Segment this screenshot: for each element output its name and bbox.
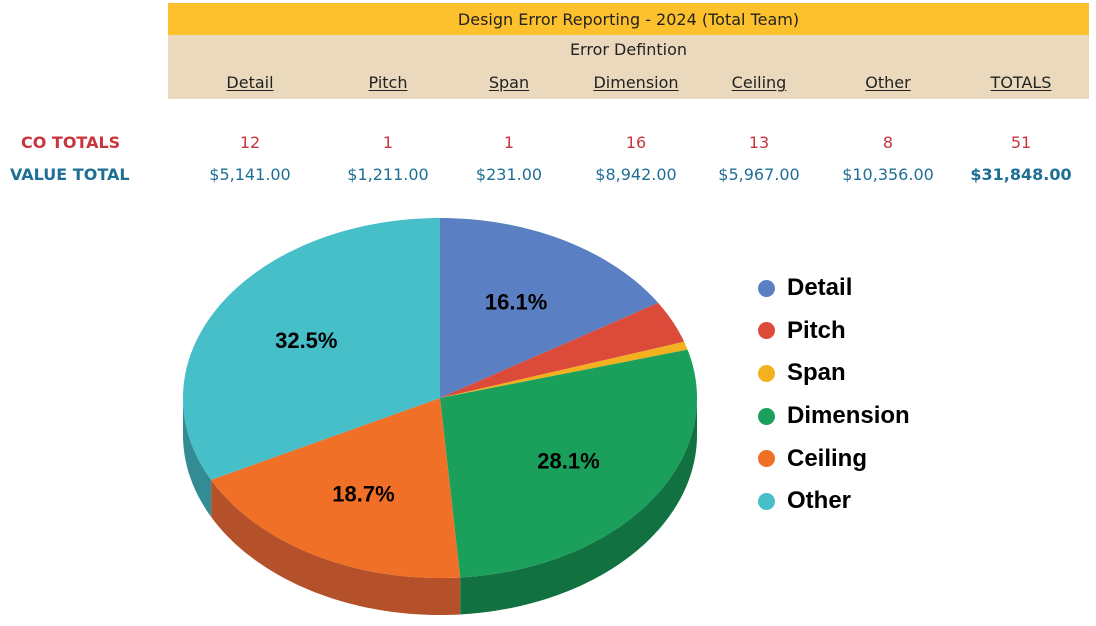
value-total-label: VALUE TOTAL: [10, 165, 130, 184]
report-title-text: Design Error Reporting - 2024 (Total Tea…: [457, 9, 800, 29]
value-total-dimension: $8,942.00: [595, 165, 677, 184]
pie-side-other: [183, 398, 212, 517]
column-header-pitch: Pitch: [368, 73, 408, 92]
legend-item-other: Other: [758, 480, 910, 523]
legend-swatch-other: [758, 492, 775, 510]
data-label-other: 32.5%: [275, 328, 337, 353]
pie-slice-detail: [440, 218, 659, 398]
co-total-detail: 12: [239, 133, 261, 152]
value-total-totals: $31,848.00: [970, 165, 1072, 184]
pie-slice-pitch: [440, 302, 685, 398]
column-header-other: Other: [865, 73, 911, 92]
pie-slice-dimension: [440, 349, 697, 578]
co-total-other: 8: [882, 133, 894, 152]
legend-label-ceiling: Ceiling: [787, 444, 868, 472]
pie-data-labels: 16.1% 28.1% 18.7% 32.5%: [275, 290, 600, 507]
legend-label-detail: Detail: [787, 274, 853, 302]
pie-side-walls: [183, 398, 697, 615]
value-total-pitch: $1,211.00: [347, 165, 429, 184]
data-label-dimension: 28.1%: [537, 448, 599, 473]
report-title: Design Error Reporting - 2024 (Total Tea…: [168, 3, 1089, 35]
column-header-span: Span: [488, 73, 530, 92]
chart-legend: Detail Pitch Span Dimension Ceiling Othe…: [758, 267, 910, 523]
column-header-ceiling: Ceiling: [731, 73, 787, 92]
pie-side-ceiling: [211, 479, 461, 615]
legend-swatch-pitch: [758, 322, 775, 340]
pie-slice-span: [440, 341, 688, 398]
legend-item-detail: Detail: [758, 267, 910, 310]
legend-item-span: Span: [758, 352, 910, 395]
legend-swatch-span: [758, 364, 775, 382]
pie-slice-ceiling: [211, 398, 461, 578]
pie-side-dimension: [460, 398, 697, 615]
legend-label-span: Span: [787, 359, 846, 387]
legend-swatch-detail: [758, 279, 775, 297]
value-total-detail: $5,141.00: [209, 165, 291, 184]
error-definition-label: Error Defintion: [569, 40, 688, 59]
pie-slice-other: [183, 218, 440, 480]
column-header-totals: TOTALS: [990, 73, 1052, 92]
column-header-dimension: Dimension: [593, 73, 679, 92]
legend-item-dimension: Dimension: [758, 395, 910, 438]
legend-label-pitch: Pitch: [787, 316, 846, 344]
value-total-other: $10,356.00: [842, 165, 934, 184]
data-label-ceiling: 18.7%: [332, 481, 394, 506]
pie-slices: [183, 218, 697, 578]
co-total-pitch: 1: [382, 133, 394, 152]
co-total-dimension: 16: [625, 133, 647, 152]
legend-item-ceiling: Ceiling: [758, 437, 910, 480]
co-total-totals: 51: [1010, 133, 1032, 152]
value-total-span: $231.00: [475, 165, 543, 184]
legend-swatch-ceiling: [758, 450, 775, 468]
legend-item-pitch: Pitch: [758, 310, 910, 353]
value-total-ceiling: $5,967.00: [718, 165, 800, 184]
co-total-span: 1: [503, 133, 515, 152]
column-header-detail: Detail: [226, 73, 274, 92]
co-totals-label: CO TOTALS: [21, 133, 121, 152]
legend-label-dimension: Dimension: [787, 402, 910, 430]
legend-swatch-dimension: [758, 407, 775, 425]
legend-label-other: Other: [787, 487, 852, 515]
column-header-band: Error Defintion Detail Pitch Span Dimens…: [168, 35, 1089, 99]
data-label-detail: 16.1%: [485, 290, 547, 315]
co-total-ceiling: 13: [748, 133, 770, 152]
